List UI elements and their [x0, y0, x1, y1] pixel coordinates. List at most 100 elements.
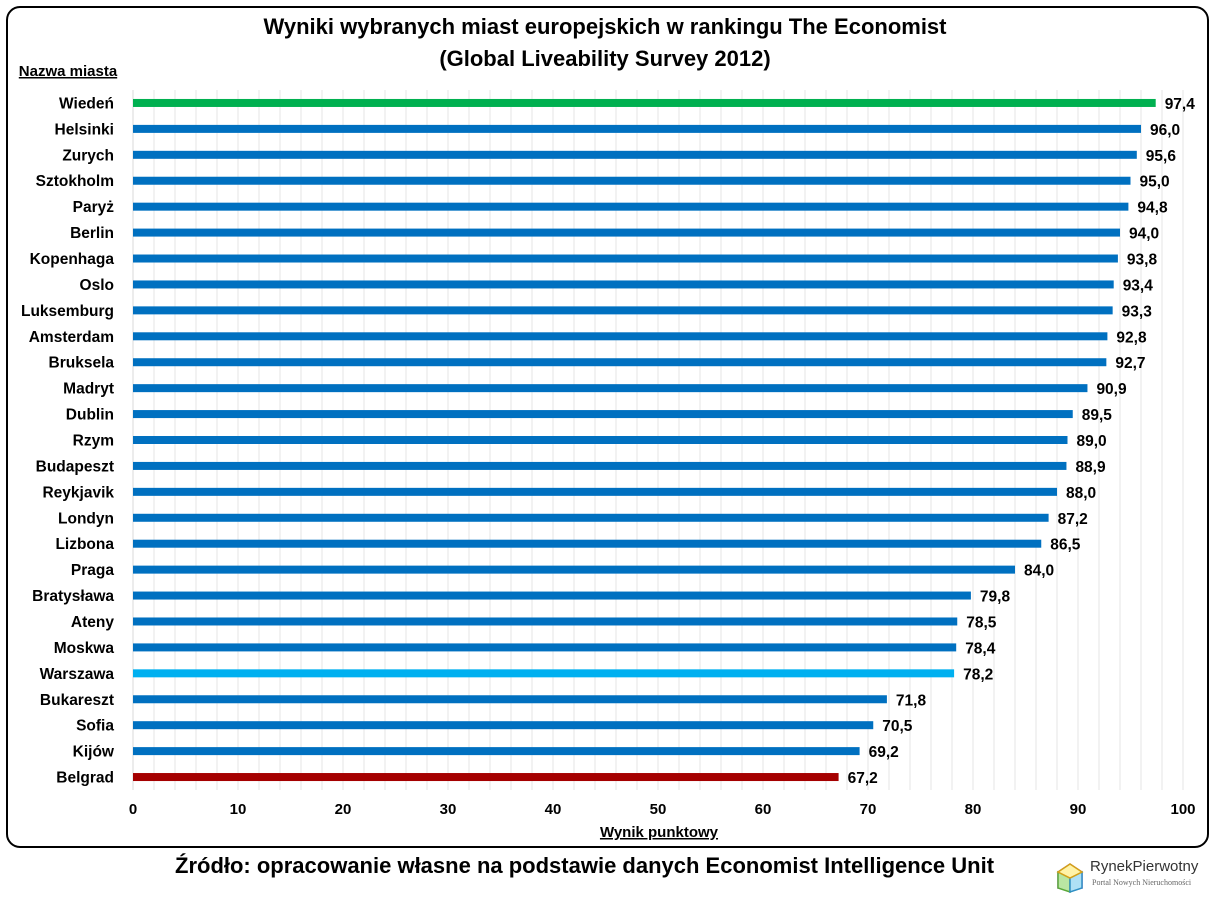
bars	[133, 98, 1156, 782]
x-axis-label: Wynik punktowy	[600, 824, 719, 841]
category-label: Ateny	[71, 614, 114, 631]
x-tick-label: 40	[545, 801, 562, 818]
y-axis-label: Nazwa miasta	[19, 63, 118, 80]
value-label: 95,0	[1140, 174, 1170, 191]
x-tick-label: 20	[335, 801, 352, 818]
category-label: Amsterdam	[29, 329, 114, 346]
bar	[133, 513, 1049, 522]
value-label: 93,8	[1127, 252, 1158, 269]
x-tick-label: 30	[440, 801, 457, 818]
value-label: 92,8	[1116, 329, 1147, 346]
bar	[133, 150, 1137, 159]
bar	[133, 358, 1107, 367]
category-label: Wiedeń	[59, 95, 114, 112]
bar	[133, 487, 1057, 496]
bar	[133, 176, 1131, 185]
bar	[133, 617, 958, 626]
value-label: 96,0	[1150, 122, 1180, 139]
category-label: Oslo	[80, 277, 114, 294]
category-label: Warszawa	[40, 666, 115, 683]
category-label: Lizbona	[55, 536, 114, 553]
x-tick-label: 100	[1170, 801, 1195, 818]
x-tick-label: 60	[755, 801, 772, 818]
value-label: 79,8	[980, 589, 1011, 606]
bar	[133, 202, 1129, 211]
category-label: Paryż	[73, 199, 115, 216]
category-label: Zurych	[62, 147, 114, 164]
category-label: Kijów	[73, 744, 115, 761]
bar	[133, 643, 957, 652]
value-label: 69,2	[869, 744, 899, 761]
house-cube-icon	[1056, 863, 1084, 894]
category-labels: Wiedeń Helsinki Zurych Sztokholm Paryż Berlin…	[21, 95, 115, 786]
bar	[133, 591, 971, 600]
category-label: Sofia	[76, 718, 114, 735]
category-label: Luksemburg	[21, 303, 114, 320]
bar	[133, 773, 839, 782]
chart-title-line2: (Global Liveability Survey 2012)	[439, 46, 770, 71]
category-label: Rzym	[73, 433, 114, 450]
value-label: 87,2	[1058, 511, 1088, 528]
category-label: Sztokholm	[36, 173, 114, 190]
bar	[133, 254, 1118, 263]
bar	[133, 461, 1067, 470]
bar-chart: Wyniki wybranych miast europejskich w ra…	[19, 14, 1196, 841]
value-label: 89,0	[1077, 433, 1107, 450]
category-label: Reykjavik	[42, 484, 114, 501]
category-label: Helsinki	[55, 121, 114, 138]
value-label: 90,9	[1096, 381, 1127, 398]
bar	[133, 384, 1088, 393]
category-label: Bukareszt	[40, 692, 114, 709]
value-label: 71,8	[896, 692, 927, 709]
category-label: Dublin	[66, 407, 114, 424]
category-label: Bruksela	[49, 355, 115, 372]
value-label: 93,4	[1123, 277, 1154, 294]
value-label: 88,0	[1066, 485, 1096, 502]
bar	[133, 565, 1015, 574]
category-label: Budapeszt	[36, 458, 114, 475]
value-label: 70,5	[882, 718, 913, 735]
x-tick-label: 90	[1070, 801, 1087, 818]
value-label: 84,0	[1024, 563, 1054, 580]
bar	[133, 332, 1108, 341]
bar	[133, 747, 860, 756]
category-label: Moskwa	[54, 640, 115, 657]
x-tick-label: 50	[650, 801, 667, 818]
bar	[133, 124, 1141, 133]
bar	[133, 306, 1113, 315]
value-label: 78,5	[966, 614, 997, 631]
bar	[133, 539, 1042, 548]
category-label: Belgrad	[56, 770, 114, 787]
bar	[133, 669, 955, 678]
value-label: 94,8	[1137, 200, 1168, 217]
value-label: 97,4	[1165, 96, 1196, 113]
value-label: 67,2	[848, 770, 878, 787]
bar	[133, 436, 1068, 444]
value-label: 94,0	[1129, 226, 1159, 243]
value-label: 78,2	[963, 666, 993, 683]
x-tick-label: 0	[129, 801, 137, 818]
bar	[133, 721, 874, 730]
value-label: 93,3	[1122, 303, 1153, 320]
value-label: 86,5	[1050, 537, 1081, 554]
value-label: 88,9	[1075, 459, 1106, 476]
bar	[133, 280, 1114, 289]
x-tick-label: 10	[230, 801, 247, 818]
chart-frame	[6, 6, 1209, 848]
x-tick-label: 80	[965, 801, 982, 818]
x-tick-label: 70	[860, 801, 877, 818]
bar	[133, 228, 1120, 237]
source-text: Źródło: opracowanie własne na podstawie …	[175, 853, 995, 878]
value-labels: 97,4 96,0 95,6 95,0 94,8 94,0 93,8 93,4 93,3 92,8…	[848, 96, 1196, 787]
category-label: Kopenhaga	[30, 251, 115, 268]
x-tick-labels: 0 10 20 30 40 50 60 70 80 90 100	[129, 801, 1196, 818]
bar	[133, 410, 1073, 419]
logo-tagline: Portal Nowych Nieruchomości	[1092, 878, 1192, 887]
value-label: 92,7	[1115, 355, 1145, 372]
chart-title-line1: Wyniki wybranych miast europejskich w ra…	[264, 14, 948, 39]
value-label: 89,5	[1082, 407, 1113, 424]
value-label: 95,6	[1146, 148, 1177, 165]
category-label: Madryt	[63, 381, 114, 398]
logo: RynekPierwotny Portal Nowych Nieruchomoś…	[1050, 856, 1215, 896]
category-label: Praga	[71, 562, 114, 579]
